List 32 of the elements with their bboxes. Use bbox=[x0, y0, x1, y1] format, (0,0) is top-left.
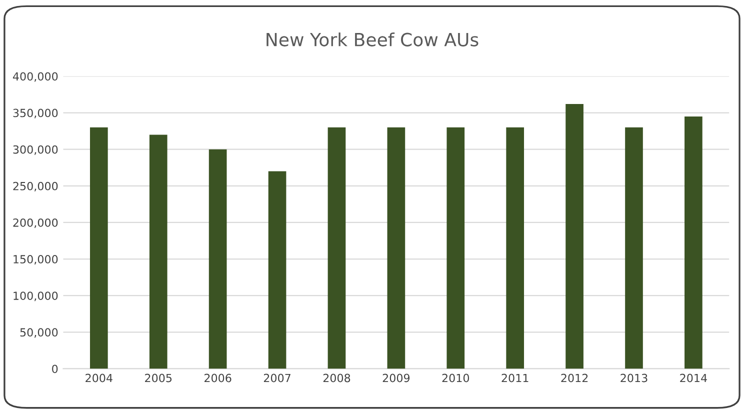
y-tick-label: 50,000 bbox=[20, 328, 58, 338]
bar bbox=[149, 134, 168, 369]
y-tick-label: 350,000 bbox=[13, 108, 58, 118]
x-tick-label: 2006 bbox=[204, 374, 232, 382]
bar bbox=[625, 127, 643, 369]
y-tick-label: 400,000 bbox=[12, 72, 58, 82]
x-tick-label: 2012 bbox=[561, 374, 588, 382]
x-tick-label: 2008 bbox=[323, 374, 350, 382]
y-tick-label: 0 bbox=[52, 364, 58, 374]
y-tick-label: 100,000 bbox=[14, 292, 58, 302]
bar bbox=[208, 149, 227, 369]
y-tick-label: 300,000 bbox=[13, 145, 58, 155]
x-tick-label: 2011 bbox=[502, 374, 528, 382]
bar bbox=[506, 127, 524, 369]
bar bbox=[566, 104, 584, 369]
x-tick-label: 2009 bbox=[382, 374, 410, 382]
y-tick-label: 150,000 bbox=[14, 255, 58, 265]
x-tick-label: 2010 bbox=[442, 374, 470, 382]
x-tick-label: 2014 bbox=[680, 374, 707, 382]
x-tick-label: 2004 bbox=[86, 374, 112, 382]
bar bbox=[328, 127, 346, 369]
bar bbox=[90, 127, 108, 369]
chart-title: New York Beef Cow AUs bbox=[266, 32, 478, 46]
x-tick-label: 2013 bbox=[620, 374, 648, 382]
bar bbox=[387, 127, 406, 369]
bar bbox=[268, 171, 286, 369]
bar bbox=[446, 127, 465, 369]
y-tick-label: 250,000 bbox=[13, 182, 58, 192]
x-tick-label: 2005 bbox=[145, 374, 172, 382]
x-tick-label: 2007 bbox=[264, 374, 290, 382]
bar bbox=[684, 116, 702, 369]
y-tick-label: 200,000 bbox=[13, 218, 58, 228]
